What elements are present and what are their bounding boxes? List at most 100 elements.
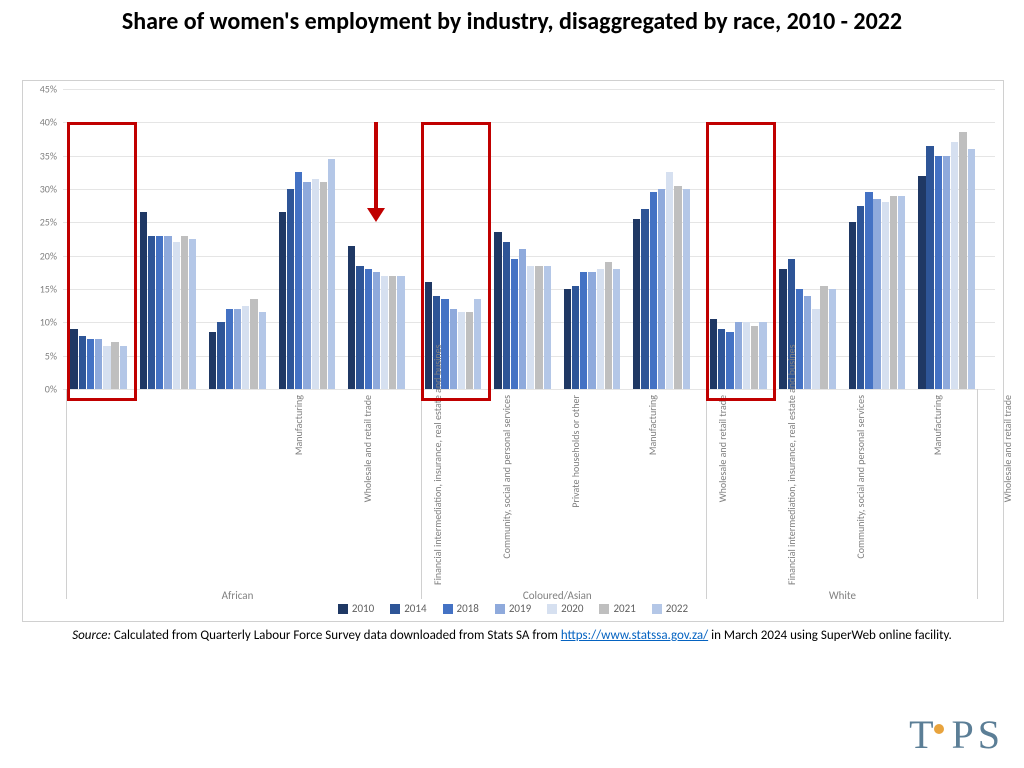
bar bbox=[217, 322, 224, 389]
gridline bbox=[63, 389, 995, 390]
category-label: Wholesale and retail trade bbox=[1001, 395, 1014, 585]
bar bbox=[328, 159, 335, 389]
bar bbox=[373, 272, 380, 389]
gridline bbox=[63, 189, 995, 190]
bar bbox=[503, 242, 510, 389]
bar bbox=[173, 242, 180, 389]
gridline bbox=[63, 156, 995, 157]
page-title: Share of women's employment by industry,… bbox=[0, 0, 1024, 41]
chart-plot-area: 0%5%10%15%20%25%30%35%40%45% bbox=[63, 89, 995, 389]
bar bbox=[259, 312, 266, 389]
bar bbox=[718, 329, 725, 389]
bar bbox=[535, 266, 542, 389]
legend-item: 2018 bbox=[443, 602, 479, 615]
bar bbox=[650, 192, 657, 389]
bar bbox=[873, 199, 880, 389]
gridline bbox=[63, 89, 995, 90]
bar bbox=[458, 312, 465, 389]
y-axis-label: 45% bbox=[27, 83, 57, 96]
bar bbox=[890, 196, 897, 389]
legend-item: 2021 bbox=[599, 602, 635, 615]
y-axis-label: 35% bbox=[27, 149, 57, 162]
bar bbox=[926, 146, 933, 389]
bar bbox=[918, 176, 925, 389]
bar bbox=[726, 332, 733, 389]
y-axis-label: 30% bbox=[27, 183, 57, 196]
bar bbox=[120, 346, 127, 389]
tips-logo: T PS bbox=[909, 711, 1004, 758]
race-group-label: African bbox=[70, 589, 404, 602]
bar bbox=[189, 239, 196, 389]
category-label: Community, social and personal services bbox=[854, 395, 867, 585]
bar bbox=[466, 312, 473, 389]
category-label: Manufacturing bbox=[646, 395, 659, 585]
y-axis-label: 5% bbox=[27, 349, 57, 362]
bar bbox=[580, 272, 587, 389]
category-label: Private households or other bbox=[569, 395, 582, 585]
bar bbox=[829, 289, 836, 389]
bar bbox=[450, 309, 457, 389]
bar bbox=[812, 309, 819, 389]
bar bbox=[857, 206, 864, 389]
bar bbox=[79, 336, 86, 389]
legend-swatch bbox=[495, 604, 505, 614]
bar bbox=[181, 236, 188, 389]
legend-item: 2010 bbox=[338, 602, 374, 615]
bar bbox=[103, 346, 110, 389]
legend-swatch bbox=[599, 604, 609, 614]
legend-item: 2019 bbox=[495, 602, 531, 615]
chart-container: 0%5%10%15%20%25%30%35%40%45% Manufacturi… bbox=[22, 80, 1004, 622]
bar bbox=[242, 306, 249, 389]
bar bbox=[683, 189, 690, 389]
bar bbox=[804, 296, 811, 389]
bar bbox=[588, 272, 595, 389]
race-group-label: Coloured/Asian bbox=[425, 589, 690, 602]
bar bbox=[226, 309, 233, 389]
bar bbox=[666, 172, 673, 389]
bar bbox=[882, 202, 889, 389]
bar bbox=[234, 309, 241, 389]
bar bbox=[820, 286, 827, 389]
source-prefix: Source: bbox=[72, 628, 111, 643]
bar bbox=[613, 269, 620, 389]
source-link[interactable]: https://www.statssa.gov.za/ bbox=[561, 628, 708, 643]
bar bbox=[951, 142, 958, 389]
bar bbox=[759, 322, 766, 389]
legend-swatch bbox=[652, 604, 662, 614]
legend-label: 2020 bbox=[561, 602, 583, 615]
bar bbox=[148, 236, 155, 389]
bar bbox=[674, 186, 681, 389]
bar bbox=[209, 332, 216, 389]
bar bbox=[572, 286, 579, 389]
category-label: Community, social and personal services bbox=[500, 395, 513, 585]
bar bbox=[527, 266, 534, 389]
category-label: Financial intermediation, insurance, rea… bbox=[785, 395, 798, 585]
bar bbox=[474, 299, 481, 389]
category-label: Wholesale and retail trade bbox=[716, 395, 729, 585]
bar bbox=[70, 329, 77, 389]
legend-swatch bbox=[443, 604, 453, 614]
bar bbox=[381, 276, 388, 389]
category-label: Financial intermediation, insurance, rea… bbox=[431, 395, 444, 585]
bar bbox=[397, 276, 404, 389]
bar bbox=[140, 212, 147, 389]
bar bbox=[751, 326, 758, 389]
bar bbox=[303, 182, 310, 389]
legend-swatch bbox=[338, 604, 348, 614]
bar bbox=[320, 182, 327, 389]
y-axis-label: 25% bbox=[27, 216, 57, 229]
race-separator bbox=[66, 389, 67, 599]
source-note: Source: Calculated from Quarterly Labour… bbox=[30, 628, 994, 645]
gridline bbox=[63, 122, 995, 123]
race-separator bbox=[421, 389, 422, 599]
y-axis-label: 0% bbox=[27, 383, 57, 396]
bar bbox=[597, 269, 604, 389]
y-axis-label: 15% bbox=[27, 283, 57, 296]
legend-swatch bbox=[547, 604, 557, 614]
bar bbox=[156, 236, 163, 389]
bar bbox=[633, 219, 640, 389]
bar bbox=[312, 179, 319, 389]
bar bbox=[87, 339, 94, 389]
legend-label: 2022 bbox=[666, 602, 688, 615]
bar bbox=[544, 266, 551, 389]
